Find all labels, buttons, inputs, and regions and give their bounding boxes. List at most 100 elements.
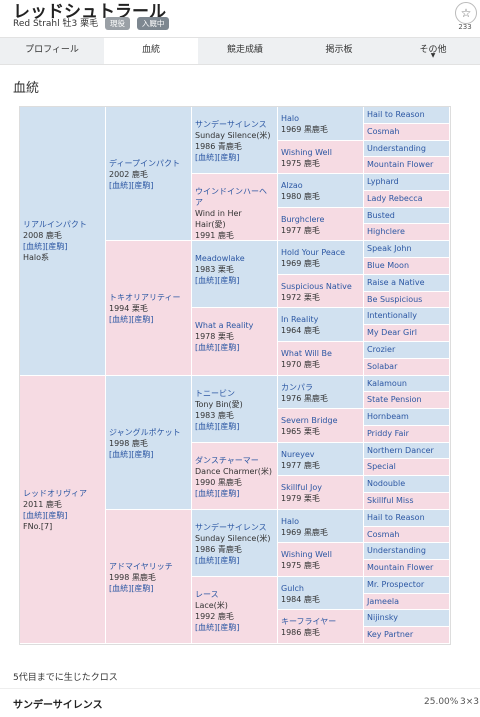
horse-name-link[interactable]: Hornbeam	[367, 412, 409, 422]
horse-name-link[interactable]: Mountain Flower	[367, 160, 434, 170]
horse-name-link[interactable]: Halo	[281, 516, 300, 526]
horse-name-link[interactable]: リアルインパクト	[23, 220, 87, 229]
horse-name-link[interactable]: レッドオリヴィア	[23, 488, 87, 498]
status-badge: 現役	[104, 17, 130, 30]
horse-name-link[interactable]: ウインドインハーヘア	[195, 187, 267, 208]
horse-name-link[interactable]: Busted	[367, 210, 395, 220]
tab-race-results[interactable]: 競走成績	[226, 45, 263, 55]
horse-name-link[interactable]: ジャングルポケット	[109, 427, 181, 437]
horse-name-link[interactable]: Special	[367, 462, 396, 472]
horse-name-link[interactable]: Hold Your Peace	[281, 248, 346, 258]
horse-name-link[interactable]: Mountain Flower	[367, 563, 434, 573]
pedigree-offspring-links[interactable]: [血統][産駒]	[109, 449, 154, 459]
horse-name-link[interactable]: Lyphard	[367, 177, 399, 187]
horse-name-link[interactable]: サンデーサイレンス	[195, 522, 267, 532]
favorite-star-icon[interactable]: ☆	[455, 2, 477, 24]
horse-name-link[interactable]: サンデーサイレンス	[195, 120, 267, 129]
horse-name-link[interactable]: Meadowlake	[195, 254, 245, 264]
horse-name-link[interactable]: Gulch	[281, 583, 304, 593]
pedigree-offspring-links[interactable]: [血統][産駒]	[109, 181, 154, 190]
pedigree-offspring-links[interactable]: [血統][産駒]	[109, 315, 154, 325]
horse-birth-color: 2002 鹿毛	[109, 170, 148, 179]
horse-name-link[interactable]: Cosmah	[367, 529, 400, 539]
horse-name-link[interactable]: What Will Be	[281, 348, 332, 358]
pedigree-offspring-links[interactable]: [血統][産駒]	[109, 583, 154, 593]
pedigree-offspring-links[interactable]: [血統][産駒]	[195, 276, 240, 286]
horse-name-link[interactable]: Blue Moon	[367, 261, 410, 271]
pedigree-offspring-links[interactable]: [血統][産駒]	[195, 555, 240, 565]
pedigree-offspring-links[interactable]: [血統][産駒]	[195, 421, 240, 431]
pedigree-offspring-links[interactable]: [血統][産駒]	[195, 488, 240, 498]
pedigree-cell-g4: キーフライヤー 1986 鹿毛	[278, 610, 364, 644]
tab-other[interactable]: その他 ▼	[386, 38, 480, 64]
pedigree-cell-g3: トニービン Tony Bin(愛) 1983 鹿毛 [血統][産駒]	[192, 375, 278, 443]
horse-birth-color: 1994 栗毛	[109, 304, 148, 314]
horse-name-link[interactable]: Skillful Joy	[281, 483, 323, 493]
horse-name-link[interactable]: Highclere	[367, 227, 405, 237]
pedigree-offspring-links[interactable]: [血統][産駒]	[23, 510, 68, 520]
horse-birth-color: 1998 鹿毛	[109, 438, 148, 448]
horse-name-link[interactable]: Northern Dancer	[367, 445, 434, 455]
horse-name-link[interactable]: Hail to Reason	[367, 512, 425, 522]
horse-birth-color: 1975 鹿毛	[281, 158, 320, 168]
horse-name-link[interactable]: キーフライヤー	[281, 617, 337, 627]
horse-name-link[interactable]: Key Partner	[367, 630, 414, 640]
horse-name-link[interactable]: Priddy Fair	[367, 428, 409, 438]
horse-name-link[interactable]: Suspicious Native	[281, 281, 352, 291]
horse-birth-color: 1969 鹿毛	[281, 259, 320, 269]
horse-name-link[interactable]: Jameela	[367, 596, 400, 606]
pedigree-cell-g5: Nijinsky	[364, 610, 450, 628]
horse-name-link[interactable]: レース	[195, 589, 219, 599]
horse-name-link[interactable]: Mr. Prospector	[367, 579, 425, 589]
horse-name-link[interactable]: Severn Bridge	[281, 416, 338, 426]
horse-name-link[interactable]: カンパラ	[281, 382, 313, 392]
tab-profile[interactable]: プロフィール	[25, 45, 79, 55]
cross-horse-name[interactable]: サンデーサイレンス	[13, 700, 103, 711]
pedigree-cell-g5: Northern Dancer	[364, 442, 450, 460]
horse-name-link[interactable]: State Pension	[367, 395, 422, 405]
horse-birth-color: 2011 鹿毛	[23, 499, 62, 509]
horse-name-link[interactable]: Skillful Miss	[367, 495, 414, 505]
tab-pedigree[interactable]: 血統	[104, 38, 198, 64]
horse-name-link[interactable]: トキオリアリティー	[109, 293, 181, 303]
horse-name-link[interactable]: In Reality	[281, 315, 319, 325]
pedigree-offspring-links[interactable]: [血統][産駒]	[195, 153, 240, 162]
horse-name-link[interactable]: Understanding	[367, 546, 426, 556]
horse-name-link[interactable]: Speak John	[367, 244, 412, 254]
horse-name-link[interactable]: My Dear Girl	[367, 328, 417, 338]
horse-name-link[interactable]: Lady Rebecca	[367, 193, 423, 203]
horse-name-link[interactable]: Be Suspicious	[367, 294, 423, 304]
horse-name-link[interactable]: Crozier	[367, 344, 396, 354]
pedigree-cell-g4: Gulch 1984 鹿毛	[278, 576, 364, 611]
horse-name-link[interactable]: Kalamoun	[367, 378, 407, 388]
horse-name-link[interactable]: Nureyev	[281, 449, 315, 459]
pedigree-cell-g4: Suspicious Native 1972 栗毛	[278, 274, 364, 309]
tab-board[interactable]: 掲示板	[325, 45, 353, 55]
horse-birth-color: 1992 鹿毛	[195, 611, 234, 621]
horse-name-link[interactable]: Solabar	[367, 361, 398, 371]
pedigree-offspring-links[interactable]: [血統][産駒]	[23, 242, 68, 251]
pedigree-cell-g4: Halo 1969 黒鹿毛	[278, 107, 364, 141]
horse-name-link[interactable]: Alzao	[281, 181, 303, 191]
horse-name-link[interactable]: What a Reality	[195, 321, 254, 331]
horse-name-link[interactable]: Raise a Native	[367, 277, 425, 287]
horse-name-link[interactable]: トニービン	[195, 388, 235, 398]
horse-name-link[interactable]: Burghclere	[281, 214, 325, 224]
horse-name-link[interactable]: Cosmah	[367, 126, 400, 136]
pedigree-offspring-links[interactable]: [血統][産駒]	[195, 622, 240, 632]
horse-name-link[interactable]: Halo	[281, 114, 300, 123]
horse-birth-color: 1986 青鹿毛	[195, 142, 242, 151]
pedigree-cell-g2: ディープインパクト 2002 鹿毛 [血統][産駒]	[106, 107, 192, 242]
horse-name-link[interactable]: アドマイヤリッチ	[109, 561, 173, 571]
horse-name-link[interactable]: Wishing Well	[281, 550, 332, 560]
horse-name-link[interactable]: Understanding	[367, 143, 426, 153]
pedigree-offspring-links[interactable]: [血統][産駒]	[195, 343, 240, 353]
horse-name-link[interactable]: ディープインパクト	[109, 159, 180, 168]
horse-name-link[interactable]: ダンスチャーマー	[195, 455, 259, 465]
horse-name-link[interactable]: Wishing Well	[281, 147, 332, 157]
horse-birth-color: 1965 栗毛	[281, 427, 320, 437]
horse-name-link[interactable]: Nijinsky	[367, 613, 398, 623]
horse-name-link[interactable]: Intentionally	[367, 311, 417, 321]
horse-name-link[interactable]: Nodouble	[367, 479, 406, 489]
horse-name-link[interactable]: Hail to Reason	[367, 110, 425, 119]
